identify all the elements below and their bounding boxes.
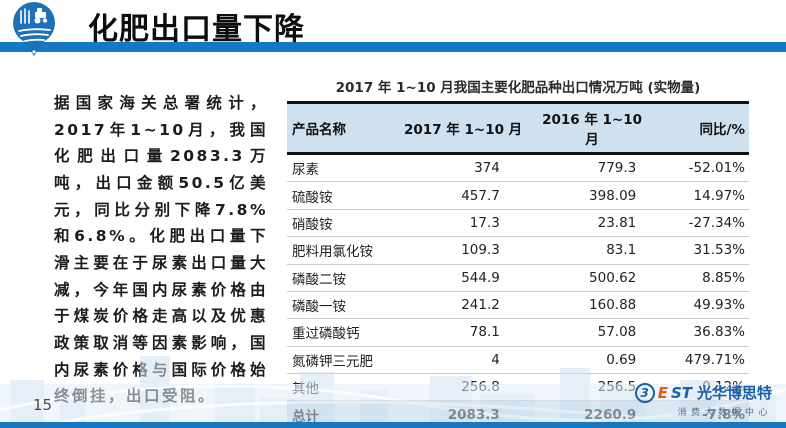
summary-paragraph: 据国家海关总署统计，2017年1~10月，我国化肥出口量2083.3万吨，出口金…: [54, 94, 268, 406]
logo-company-name: 光华博思特: [696, 384, 772, 402]
logo-letters-st: ST: [670, 383, 692, 402]
product-name-cell: 尿素: [287, 153, 401, 183]
value-cell: -27.34%: [658, 209, 749, 238]
table-row: 硝酸铵 17.3 23.81 -27.34%: [287, 209, 749, 238]
value-cell: 8.85%: [658, 264, 749, 292]
value-cell: 500.62: [535, 264, 659, 292]
product-name-cell: 磷酸一铵: [287, 291, 401, 320]
table-header: 产品名称 2017 年 1~10 月 2016 年 1~10 月同比/%: [287, 101, 749, 155]
value-cell: 4: [400, 346, 536, 375]
value-cell: 36.83%: [658, 318, 749, 347]
value-cell: 544.9: [400, 264, 536, 292]
value-cell: 256.8: [400, 373, 536, 402]
logo-letter-e: E: [657, 383, 668, 402]
value-cell: 374: [400, 153, 536, 183]
export-table-section: 2017 年 1~10 月我国主要化肥品种出口情况万吨 (实物量) 产品名称 20…: [287, 76, 749, 428]
value-cell: 14.97%: [658, 181, 749, 210]
value-cell: 109.3: [400, 236, 536, 265]
product-name-cell: 肥料用氯化铵: [287, 236, 401, 265]
value-cell: 241.2: [400, 291, 536, 320]
value-cell: 479.71%: [658, 346, 749, 375]
value-cell: 57.08: [535, 318, 659, 347]
fertilizer-export-table: 产品名称 2017 年 1~10 月 2016 年 1~10 月同比/% 尿素 374…: [287, 101, 749, 428]
logo-wordmark: 3 E ST 光华博思特: [634, 382, 772, 403]
logo-subtitle: 消费大数据中心: [677, 408, 772, 418]
product-name-cell: 其他: [287, 373, 401, 402]
farm-pin-logo-icon: [13, 2, 55, 56]
best-logo-icon: 3: [634, 382, 655, 403]
product-name-cell: 重过磷酸钙: [287, 318, 401, 347]
value-cell: 78.1: [400, 318, 536, 347]
column-header: 产品名称: [287, 101, 401, 155]
value-cell: 398.09: [535, 181, 659, 210]
table-row: 磷酸一铵 241.2 160.88 49.93%: [287, 291, 749, 320]
value-cell: 31.53%: [658, 236, 749, 265]
page-title: 化肥出口量下降: [88, 12, 305, 47]
value-cell: 0.69: [535, 346, 659, 375]
value-cell: 779.3: [535, 153, 659, 183]
value-cell: 457.7: [400, 181, 536, 210]
value-cell: 17.3: [400, 209, 536, 238]
table-row: 尿素 374 779.3 -52.01%: [287, 153, 749, 183]
value-cell: 23.81: [535, 209, 659, 238]
table-row: 磷酸二铵 544.9 500.62 8.85%: [287, 264, 749, 292]
value-cell: -52.01%: [658, 153, 749, 183]
bottom-accent-bar: [0, 422, 786, 428]
table-row: 氮磷钾三元肥 4 0.69 479.71%: [287, 346, 749, 375]
table-header-row: 产品名称 2017 年 1~10 月 2016 年 1~10 月同比/%: [287, 101, 749, 155]
product-name-cell: 硫酸铵: [287, 181, 401, 210]
column-header: 2017 年 1~10 月: [400, 101, 536, 155]
product-name-cell: 氮磷钾三元肥: [287, 346, 401, 375]
page-number: 15: [33, 396, 53, 414]
table-body: 尿素 374 779.3 -52.01% 硫酸铵 457.7 398.09 14.97% 硝酸铵…: [287, 153, 749, 428]
value-cell: 83.1: [535, 236, 659, 265]
column-header: 2016 年 1~10 月: [535, 101, 659, 155]
table-row: 重过磷酸钙 78.1 57.08 36.83%: [287, 318, 749, 347]
table-row: 肥料用氯化铵 109.3 83.1 31.53%: [287, 236, 749, 265]
table-title: 2017 年 1~10 月我国主要化肥品种出口情况万吨 (实物量): [335, 80, 701, 96]
value-cell: 160.88: [535, 291, 659, 320]
column-header: 同比/%: [658, 101, 749, 155]
product-name-cell: 磷酸二铵: [287, 264, 401, 292]
value-cell: 49.93%: [658, 291, 749, 320]
product-name-cell: 硝酸铵: [287, 209, 401, 238]
header-accent-bar: [0, 42, 786, 52]
table-row: 硫酸铵 457.7 398.09 14.97%: [287, 181, 749, 210]
company-logo: 3 E ST 光华博思特 消费大数据中心: [634, 382, 772, 418]
